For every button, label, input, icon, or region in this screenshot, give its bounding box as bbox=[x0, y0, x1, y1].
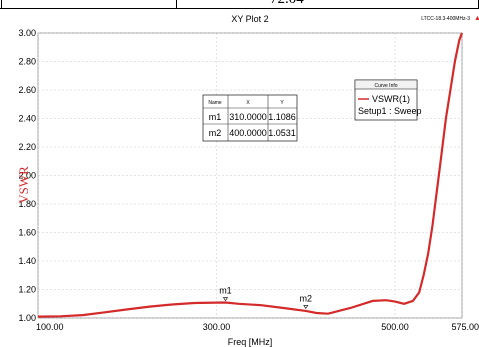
marker-m2-symbol bbox=[303, 305, 309, 309]
marker-table: Name X Y m1 310.0000 1.1086 m2 400.0000 … bbox=[202, 94, 298, 142]
marker-m1-label: m1 bbox=[219, 286, 232, 296]
legend-header: Curve Info bbox=[374, 83, 397, 89]
y-tick-label: 2.80 bbox=[18, 57, 36, 67]
marker-m1-symbol bbox=[222, 297, 229, 302]
table-header-y: Y bbox=[280, 100, 284, 106]
table-row-m1-x: 310.0000 bbox=[229, 112, 267, 122]
x-tick-label: 300.00 bbox=[203, 322, 231, 332]
table-row-m2-y: 1.0531 bbox=[268, 128, 296, 138]
table-header-x: X bbox=[246, 100, 250, 106]
y-tick-label: 2.40 bbox=[18, 114, 36, 124]
x-tick-label: 575.00 bbox=[451, 322, 479, 332]
y-tick-label: 1.20 bbox=[18, 285, 36, 295]
x-tick-label: 500.00 bbox=[381, 322, 409, 332]
y-tick-label: 1.40 bbox=[18, 256, 36, 266]
x-tick-label: 100.00 bbox=[36, 322, 64, 332]
warning-icon: ▲ bbox=[474, 15, 479, 22]
y-tick-label: 1.00 bbox=[18, 313, 36, 323]
legend[interactable]: Curve Info VSWR(1) Setup1 : Sweep bbox=[354, 79, 422, 121]
tick-labels: 1.00 1.20 1.40 1.60 1.80 2.00 2.20 2.40 2.60 2.80… bbox=[18, 28, 479, 332]
table-row-m2-name: m2 bbox=[209, 128, 222, 138]
x-axis-label: Freq [MHz] bbox=[228, 337, 273, 347]
y-tick-label: 2.00 bbox=[18, 171, 36, 181]
y-tick-label: 3.00 bbox=[18, 28, 36, 38]
y-axis-label: VSWR bbox=[16, 166, 31, 204]
marker-m2-label: m2 bbox=[300, 293, 313, 303]
legend-entry-name: VSWR(1) bbox=[372, 94, 410, 104]
cut-off-text: 72.04 bbox=[270, 0, 304, 8]
legend-entry-sub: Setup1 : Sweep bbox=[358, 106, 422, 116]
project-label: LTCC-18.3-400MHz-3 bbox=[421, 16, 470, 22]
y-tick-label: 2.60 bbox=[18, 85, 36, 95]
marker-points: m1 m2 bbox=[219, 286, 312, 309]
y-tick-label: 1.60 bbox=[18, 228, 36, 238]
y-tick-label: 2.20 bbox=[18, 142, 36, 152]
table-row-m2-x: 400.0000 bbox=[229, 128, 267, 138]
table-row-m1-y: 1.1086 bbox=[268, 112, 296, 122]
y-tick-label: 1.80 bbox=[18, 199, 36, 209]
table-row-m1-name: m1 bbox=[209, 112, 222, 122]
table-header-name: Name bbox=[208, 100, 222, 106]
vswr-curve bbox=[37, 32, 464, 318]
chart-title: XY Plot 2 bbox=[231, 14, 268, 24]
